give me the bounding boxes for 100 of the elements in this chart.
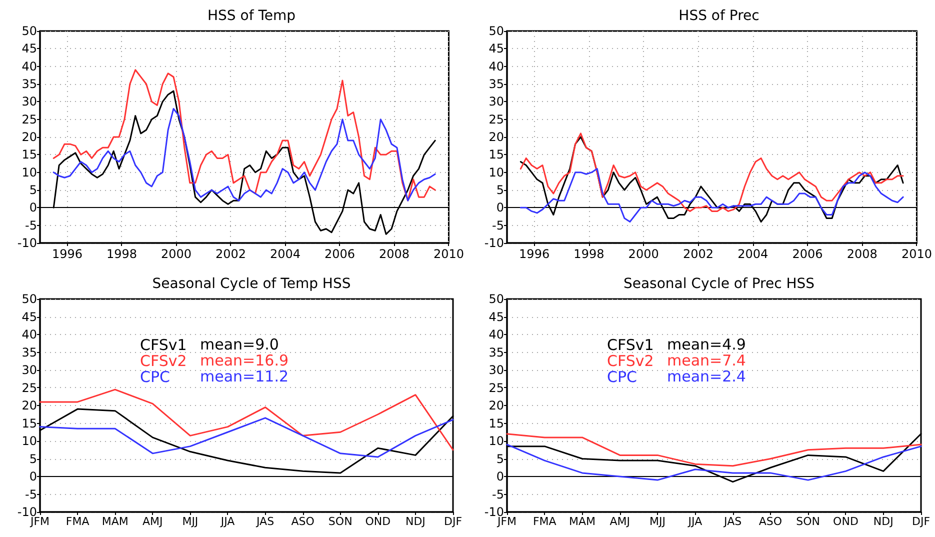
annotation: mean=11.2 (200, 368, 289, 386)
y-tick-label: 35 (488, 77, 504, 91)
x-tick-label: JAS (255, 515, 274, 528)
annotation: mean=2.4 (667, 368, 746, 386)
y-tick-label: 45 (22, 310, 37, 324)
x-tick-label: 2008 (846, 247, 878, 261)
y-tick-label: 50 (488, 292, 504, 306)
x-tick-label: 2008 (378, 247, 410, 261)
chart-title: Seasonal Cycle of Prec HSS (623, 276, 815, 292)
x-tick-label: 2006 (792, 247, 823, 261)
x-tick-label: MAM (569, 515, 596, 528)
x-tick-label: DJF (444, 515, 462, 528)
x-tick-label: 2002 (682, 247, 714, 261)
chart-title: Seasonal Cycle of Temp HSS (152, 276, 351, 292)
y-tick-label: 25 (22, 380, 37, 395)
x-tick-label: ASO (291, 515, 315, 528)
x-tick-label: AMJ (610, 515, 630, 528)
y-tick-label: 20 (488, 130, 504, 144)
y-tick-label: 30 (488, 363, 504, 377)
x-tick-label: 1996 (52, 247, 83, 261)
y-tick-label: 10 (22, 165, 37, 180)
x-tick-label: NDJ (405, 515, 426, 528)
y-tick-label: 40 (22, 59, 37, 74)
y-tick-label: -10 (484, 236, 504, 250)
y-tick-label: 25 (488, 380, 504, 395)
x-tick-label: OND (365, 515, 391, 528)
y-tick-label: 10 (488, 434, 504, 448)
text: CFSv1 (140, 336, 187, 354)
text: CFSv1 (607, 336, 654, 354)
y-tick-label: 15 (488, 416, 504, 430)
x-tick-label: 2004 (738, 247, 768, 261)
x-tick-label: FMA (66, 515, 90, 528)
y-tick-label: 30 (488, 94, 504, 109)
y-tick-label: 40 (22, 328, 37, 342)
y-tick-label: 20 (22, 130, 37, 144)
y-tick-label: 20 (488, 398, 504, 412)
x-tick-label: JJA (220, 515, 236, 528)
x-tick-label: 2010 (433, 247, 464, 261)
x-tick-label: SON (796, 515, 820, 528)
x-tick-label: 2006 (324, 247, 356, 261)
y-tick-label: 15 (22, 148, 37, 162)
x-tick-label: NDJ (873, 515, 894, 528)
y-tick-label: 5 (29, 183, 37, 197)
y-tick-label: 45 (488, 42, 504, 56)
annotation: mean=16.9 (200, 352, 289, 370)
y-tick-label: -5 (25, 218, 37, 232)
y-tick-label: -5 (25, 487, 37, 502)
x-tick-label: JFM (29, 515, 50, 528)
series-label: CFSv2 (140, 352, 187, 370)
x-tick-label: JFM (496, 515, 517, 528)
y-tick-label: 35 (22, 77, 37, 91)
y-tick-label: 0 (496, 200, 504, 215)
x-tick-label: AMJ (142, 515, 163, 528)
y-tick-label: 25 (488, 112, 504, 126)
x-tick-label: MJJ (650, 515, 666, 528)
x-tick-label: 2002 (215, 247, 246, 261)
x-tick-label: 2000 (628, 247, 659, 261)
x-tick-label: SON (328, 515, 352, 528)
y-tick-label: 15 (22, 416, 37, 430)
y-tick-label: 40 (488, 328, 504, 342)
y-tick-label: 10 (488, 165, 504, 180)
x-tick-label: 1996 (519, 247, 550, 261)
y-tick-label: 50 (488, 24, 504, 38)
x-tick-label: 2010 (901, 247, 932, 261)
y-tick-label: -5 (492, 218, 504, 232)
y-tick-label: -10 (17, 236, 37, 250)
y-tick-label: 45 (22, 42, 37, 56)
y-tick-label: -5 (492, 487, 504, 502)
y-tick-label: 5 (29, 452, 37, 466)
y-tick-label: 35 (22, 345, 37, 360)
y-tick-label: 20 (22, 398, 37, 412)
text: CPC (140, 368, 170, 386)
x-tick-label: JJA (687, 515, 703, 528)
y-tick-label: 10 (22, 434, 37, 448)
y-tick-label: 50 (22, 24, 37, 38)
x-tick-label: 2004 (270, 247, 301, 261)
text: CPC (607, 368, 637, 386)
y-tick-label: 25 (22, 112, 37, 126)
y-tick-label: 0 (496, 470, 504, 484)
x-tick-label: OND (833, 515, 858, 528)
x-tick-label: DJF (912, 515, 930, 528)
y-tick-label: 45 (488, 310, 504, 324)
x-tick-label: ASO (758, 515, 782, 528)
x-tick-label: JAS (723, 515, 742, 528)
annotation: mean=7.4 (667, 352, 746, 370)
y-tick-label: 5 (496, 183, 504, 197)
chart-title: HSS of Temp (207, 8, 296, 24)
x-tick-label: 1998 (574, 247, 604, 261)
x-tick-label: FMA (532, 515, 557, 528)
y-tick-label: 40 (488, 59, 504, 74)
x-tick-label: MAM (102, 515, 128, 528)
y-tick-label: 5 (496, 452, 504, 466)
y-tick-label: 50 (22, 292, 37, 306)
y-tick-label: 30 (22, 94, 37, 109)
y-tick-label: 30 (22, 363, 37, 377)
y-tick-label: 15 (488, 148, 504, 162)
annotation: mean=9.0 (200, 336, 279, 354)
chart-title: HSS of Prec (678, 8, 760, 24)
x-tick-label: MJJ (182, 515, 198, 528)
y-tick-label: 35 (488, 345, 504, 360)
